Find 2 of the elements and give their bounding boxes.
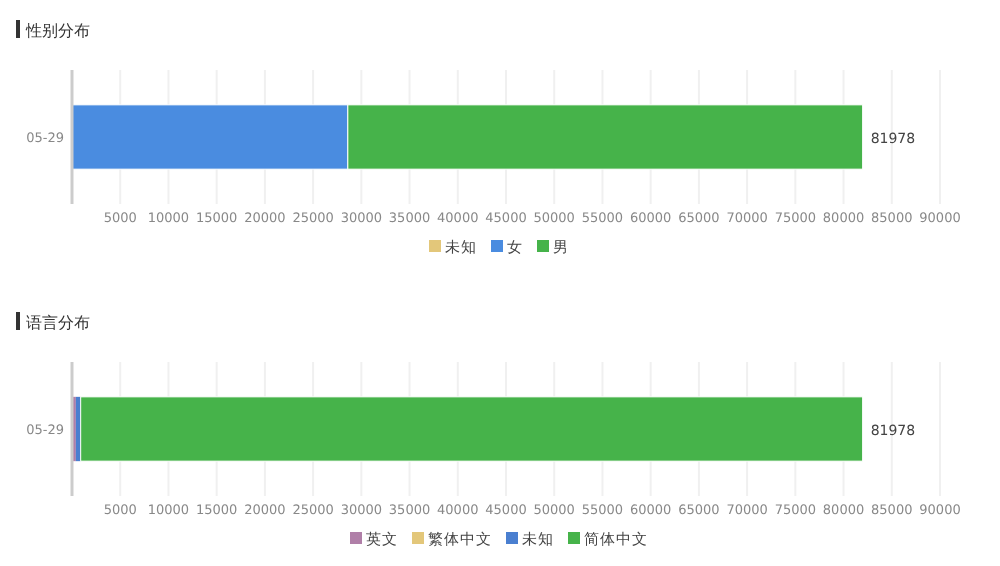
chart-title: 语言分布	[26, 314, 90, 332]
chart-title: 性别分布	[24, 22, 90, 40]
